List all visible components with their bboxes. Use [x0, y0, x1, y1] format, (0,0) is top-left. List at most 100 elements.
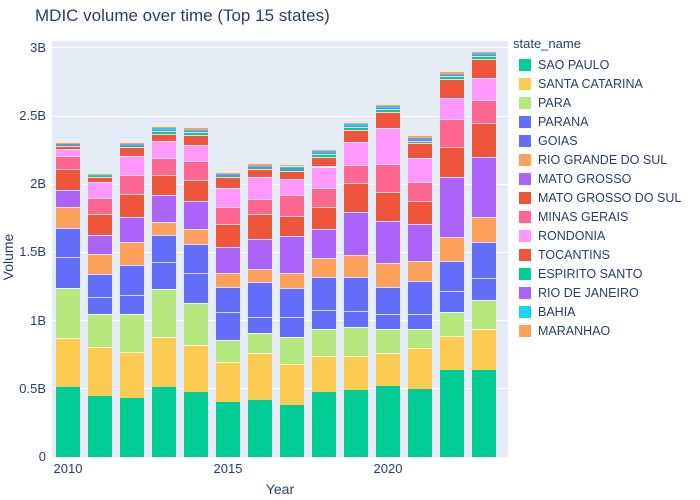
bar-segment-2011-goias[interactable]: [88, 274, 112, 298]
bar-segment-2014-mato-grosso-do-sul[interactable]: [184, 180, 208, 201]
bar-segment-2010-rondonia[interactable]: [56, 148, 80, 156]
bar-2022[interactable]: [440, 71, 464, 457]
bar-segment-2010-parana[interactable]: [56, 256, 80, 288]
bar-segment-2016-rio-de-janeiro[interactable]: [248, 166, 272, 168]
bar-segment-2023-minas-gerais[interactable]: [472, 99, 496, 123]
bar-segment-2013-mato-grosso[interactable]: [152, 195, 176, 223]
bar-segment-2021-santa-catarina[interactable]: [408, 347, 432, 389]
legend-item-maranhao[interactable]: MARANHAO: [513, 321, 681, 340]
bar-segment-2010-espirito-santo[interactable]: [56, 144, 80, 147]
bar-segment-2013-espirito-santo[interactable]: [152, 131, 176, 134]
bar-segment-2016-mato-grosso-do-sul[interactable]: [248, 214, 272, 239]
bar-segment-2015-sao-paulo[interactable]: [216, 402, 240, 457]
bar-segment-2020-rio-grande-do-sul[interactable]: [376, 263, 400, 287]
bar-segment-2012-para[interactable]: [120, 313, 144, 352]
bar-segment-2014-tocantins[interactable]: [184, 135, 208, 145]
bar-segment-2020-goias[interactable]: [376, 286, 400, 314]
bar-segment-2017-espirito-santo[interactable]: [280, 169, 304, 171]
bar-segment-2011-mato-grosso-do-sul[interactable]: [88, 214, 112, 235]
bar-segment-2013-bahia[interactable]: [152, 128, 176, 130]
bar-segment-2010-minas-gerais[interactable]: [56, 155, 80, 170]
bar-segment-2013-santa-catarina[interactable]: [152, 337, 176, 388]
bar-segment-2017-bahia[interactable]: [280, 166, 304, 168]
bar-segment-2021-goias[interactable]: [408, 281, 432, 314]
bar-segment-2021-parana[interactable]: [408, 313, 432, 329]
bar-segment-2018-mato-grosso-do-sul[interactable]: [312, 207, 336, 230]
bar-segment-2017-rondonia[interactable]: [280, 178, 304, 196]
bar-segment-2022-minas-gerais[interactable]: [440, 118, 464, 148]
legend-item-rio-de-janeiro[interactable]: RIO DE JANEIRO: [513, 283, 681, 302]
bar-segment-2021-tocantins[interactable]: [408, 143, 432, 159]
bar-segment-2015-minas-gerais[interactable]: [216, 207, 240, 224]
bar-segment-2019-bahia[interactable]: [344, 124, 368, 126]
bar-segment-2015-espirito-santo[interactable]: [216, 176, 240, 178]
bar-segment-2022-mato-grosso[interactable]: [440, 177, 464, 238]
bar-segment-2021-mato-grosso[interactable]: [408, 223, 432, 261]
bar-segment-2014-espirito-santo[interactable]: [184, 132, 208, 136]
bar-segment-2019-minas-gerais[interactable]: [344, 165, 368, 183]
bar-segment-2017-goias[interactable]: [280, 287, 304, 317]
bar-segment-2022-rondonia[interactable]: [440, 98, 464, 119]
bar-segment-2018-rio-de-janeiro[interactable]: [312, 152, 336, 155]
bar-segment-2013-rio-grande-do-sul[interactable]: [152, 222, 176, 235]
bar-segment-2023-rondonia[interactable]: [472, 77, 496, 100]
bar-segment-2011-tocantins[interactable]: [88, 177, 112, 182]
bar-segment-2022-sao-paulo[interactable]: [440, 369, 464, 457]
bar-segment-2010-mato-grosso-do-sul[interactable]: [56, 169, 80, 190]
bar-segment-2021-minas-gerais[interactable]: [408, 181, 432, 201]
bar-segment-2023-rio-grande-do-sul[interactable]: [472, 216, 496, 242]
bar-segment-2013-tocantins[interactable]: [152, 133, 176, 141]
bar-segment-2010-bahia[interactable]: [56, 143, 80, 144]
bar-segment-2015-parana[interactable]: [216, 312, 240, 340]
bar-segment-2014-rio-de-janeiro[interactable]: [184, 131, 208, 133]
bar-segment-2019-goias[interactable]: [344, 276, 368, 312]
legend-item-para[interactable]: PARA: [513, 93, 681, 112]
bar-segment-2021-sao-paulo[interactable]: [408, 388, 432, 457]
bar-segment-2023-tocantins[interactable]: [472, 58, 496, 78]
bar-segment-2021-bahia[interactable]: [408, 137, 432, 140]
legend-item-santa-catarina[interactable]: SANTA CATARINA: [513, 74, 681, 93]
bar-segment-2020-maranhao[interactable]: [376, 103, 400, 107]
bar-segment-2016-santa-catarina[interactable]: [248, 353, 272, 400]
bar-2017[interactable]: [280, 165, 304, 457]
bar-segment-2022-parana[interactable]: [440, 290, 464, 313]
bar-segment-2019-maranhao[interactable]: [344, 122, 368, 125]
bar-segment-2015-tocantins[interactable]: [216, 177, 240, 189]
bar-segment-2014-maranhao[interactable]: [184, 128, 208, 130]
bar-segment-2015-mato-grosso[interactable]: [216, 246, 240, 273]
bar-segment-2022-para[interactable]: [440, 312, 464, 336]
bar-segment-2016-mato-grosso[interactable]: [248, 238, 272, 269]
bar-segment-2016-sao-paulo[interactable]: [248, 399, 272, 457]
bar-segment-2015-maranhao[interactable]: [216, 172, 240, 174]
bar-segment-2020-parana[interactable]: [376, 313, 400, 329]
bar-segment-2014-rio-grande-do-sul[interactable]: [184, 229, 208, 245]
bar-segment-2020-santa-catarina[interactable]: [376, 353, 400, 387]
bar-segment-2023-para[interactable]: [472, 300, 496, 329]
bar-segment-2019-rio-grande-do-sul[interactable]: [344, 255, 368, 277]
bar-segment-2015-santa-catarina[interactable]: [216, 361, 240, 403]
bar-segment-2022-bahia[interactable]: [440, 73, 464, 76]
bar-segment-2010-rio-de-janeiro[interactable]: [56, 144, 80, 145]
bar-segment-2013-rondonia[interactable]: [152, 140, 176, 159]
bar-segment-2018-santa-catarina[interactable]: [312, 356, 336, 392]
bar-segment-2022-rio-grande-do-sul[interactable]: [440, 237, 464, 261]
bar-segment-2023-goias[interactable]: [472, 241, 496, 279]
bar-segment-2013-mato-grosso-do-sul[interactable]: [152, 174, 176, 196]
bar-segment-2020-para[interactable]: [376, 328, 400, 354]
bar-segment-2010-rio-grande-do-sul[interactable]: [56, 207, 80, 228]
bar-segment-2014-parana[interactable]: [184, 272, 208, 303]
bar-segment-2020-rondonia[interactable]: [376, 128, 400, 164]
bar-segment-2018-minas-gerais[interactable]: [312, 188, 336, 208]
bar-segment-2020-mato-grosso-do-sul[interactable]: [376, 192, 400, 222]
bar-2011[interactable]: [88, 174, 112, 457]
bar-segment-2019-parana[interactable]: [344, 311, 368, 328]
bar-segment-2011-bahia[interactable]: [88, 174, 112, 176]
bar-segment-2011-sao-paulo[interactable]: [88, 395, 112, 457]
bar-segment-2020-tocantins[interactable]: [376, 111, 400, 129]
bar-segment-2023-santa-catarina[interactable]: [472, 328, 496, 370]
bar-segment-2018-bahia[interactable]: [312, 151, 336, 153]
bar-segment-2012-rondonia[interactable]: [120, 155, 144, 175]
bar-segment-2017-tocantins[interactable]: [280, 170, 304, 179]
bar-segment-2012-rio-de-janeiro[interactable]: [120, 144, 144, 147]
bar-segment-2013-maranhao[interactable]: [152, 126, 176, 129]
